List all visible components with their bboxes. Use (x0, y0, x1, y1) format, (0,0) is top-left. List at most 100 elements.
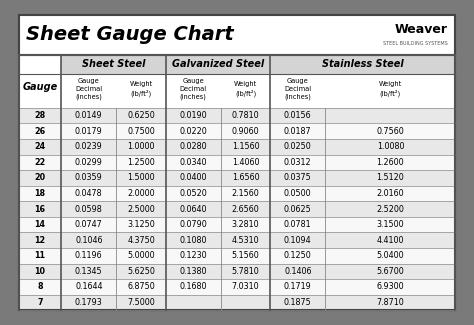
Text: 0.0400: 0.0400 (180, 174, 207, 182)
Text: 0.0520: 0.0520 (180, 189, 207, 198)
Text: Weight
(lb/ft²): Weight (lb/ft²) (379, 82, 402, 97)
Text: 1.5000: 1.5000 (127, 174, 155, 182)
Text: 0.0640: 0.0640 (180, 204, 207, 214)
Text: 1.0000: 1.0000 (128, 142, 155, 151)
Bar (18, 108, 456, 124)
Text: 0.0478: 0.0478 (75, 189, 102, 198)
Text: 0.1644: 0.1644 (75, 282, 102, 292)
Text: 20: 20 (34, 174, 46, 182)
Text: 1.6560: 1.6560 (232, 174, 259, 182)
Text: 2.0000: 2.0000 (127, 189, 155, 198)
Text: 0.0149: 0.0149 (75, 111, 102, 120)
Text: 0.0190: 0.0190 (180, 111, 207, 120)
Bar (18, 295, 456, 310)
Bar (18, 279, 456, 295)
Bar (270, 55, 456, 74)
Text: 0.0187: 0.0187 (284, 127, 311, 136)
Text: 0.1094: 0.1094 (284, 236, 311, 245)
Text: 11: 11 (35, 251, 46, 260)
Text: 0.0239: 0.0239 (75, 142, 103, 151)
Text: 2.5000: 2.5000 (127, 204, 155, 214)
Bar (18, 155, 456, 170)
Text: 14: 14 (35, 220, 46, 229)
Text: 0.0312: 0.0312 (284, 158, 311, 167)
Text: 0.0625: 0.0625 (284, 204, 312, 214)
Text: 5.7810: 5.7810 (232, 267, 259, 276)
Text: 7.5000: 7.5000 (127, 298, 155, 307)
Text: 0.1793: 0.1793 (75, 298, 103, 307)
Bar (18, 264, 456, 279)
Text: 0.1380: 0.1380 (180, 267, 207, 276)
Text: 6.9300: 6.9300 (377, 282, 404, 292)
Text: 12: 12 (34, 236, 46, 245)
Text: Gauge
Decimal
(inches): Gauge Decimal (inches) (284, 78, 311, 100)
Text: 7.8710: 7.8710 (376, 298, 404, 307)
Text: 0.1406: 0.1406 (284, 267, 311, 276)
Text: 6.8750: 6.8750 (127, 282, 155, 292)
Bar (18, 15, 456, 55)
Text: 2.1560: 2.1560 (232, 189, 259, 198)
Text: 0.0500: 0.0500 (284, 189, 311, 198)
Text: 0.0250: 0.0250 (284, 142, 312, 151)
Text: 18: 18 (34, 189, 46, 198)
Text: 2.5200: 2.5200 (376, 204, 404, 214)
Text: 0.1345: 0.1345 (75, 267, 102, 276)
Text: 0.7810: 0.7810 (232, 111, 259, 120)
Text: Weight
(lb/ft²): Weight (lb/ft²) (234, 82, 257, 97)
Text: 0.1680: 0.1680 (180, 282, 207, 292)
Text: 28: 28 (34, 111, 46, 120)
Text: 4.3750: 4.3750 (127, 236, 155, 245)
Text: 0.1250: 0.1250 (284, 251, 312, 260)
Text: 0.1875: 0.1875 (284, 298, 312, 307)
Text: 0.0598: 0.0598 (75, 204, 103, 214)
Bar (18, 186, 456, 201)
Text: 5.1560: 5.1560 (232, 251, 259, 260)
Text: 3.1250: 3.1250 (127, 220, 155, 229)
Text: 0.1230: 0.1230 (180, 251, 207, 260)
Text: 5.0000: 5.0000 (127, 251, 155, 260)
Bar (18, 248, 456, 264)
Text: 0.7560: 0.7560 (376, 127, 404, 136)
Text: 1.2500: 1.2500 (127, 158, 155, 167)
Text: 0.0156: 0.0156 (284, 111, 311, 120)
Text: 0.0179: 0.0179 (75, 127, 103, 136)
Text: Gauge: Gauge (22, 82, 57, 92)
Text: 1.1560: 1.1560 (232, 142, 259, 151)
Text: 0.9060: 0.9060 (232, 127, 259, 136)
Text: Gauge
Decimal
(inches): Gauge Decimal (inches) (180, 78, 207, 100)
Bar (18, 170, 456, 186)
Text: 0.0790: 0.0790 (180, 220, 207, 229)
Bar (18, 217, 456, 232)
Text: 0.0220: 0.0220 (180, 127, 207, 136)
Text: 4.5310: 4.5310 (232, 236, 259, 245)
Text: 0.0747: 0.0747 (75, 220, 103, 229)
Text: 0.6250: 0.6250 (127, 111, 155, 120)
Text: 0.0375: 0.0375 (284, 174, 312, 182)
Bar (18, 124, 456, 139)
Bar (61, 55, 166, 74)
Text: 4.4100: 4.4100 (377, 236, 404, 245)
Text: 7: 7 (37, 298, 43, 307)
Text: 2.0160: 2.0160 (377, 189, 404, 198)
Text: 7.0310: 7.0310 (232, 282, 259, 292)
Text: 5.6250: 5.6250 (127, 267, 155, 276)
Text: 22: 22 (34, 158, 46, 167)
Bar (18, 232, 456, 248)
Text: Stainless Steel: Stainless Steel (322, 59, 404, 69)
Bar (18, 201, 456, 217)
Text: 0.0781: 0.0781 (284, 220, 311, 229)
Text: 3.2810: 3.2810 (232, 220, 259, 229)
Text: Weaver: Weaver (395, 23, 448, 36)
Text: 8: 8 (37, 282, 43, 292)
Text: 1.5120: 1.5120 (376, 174, 404, 182)
Text: 1.2600: 1.2600 (377, 158, 404, 167)
Text: Galvanized Steel: Galvanized Steel (172, 59, 264, 69)
Text: 1.4060: 1.4060 (232, 158, 259, 167)
Text: 0.1196: 0.1196 (75, 251, 102, 260)
Text: 0.1046: 0.1046 (75, 236, 102, 245)
Text: STEEL BUILDING SYSTEMS: STEEL BUILDING SYSTEMS (383, 41, 448, 46)
Bar (18, 139, 456, 155)
Text: 1.0080: 1.0080 (377, 142, 404, 151)
Text: 10: 10 (35, 267, 46, 276)
Text: Gauge
Decimal
(inches): Gauge Decimal (inches) (75, 78, 102, 100)
